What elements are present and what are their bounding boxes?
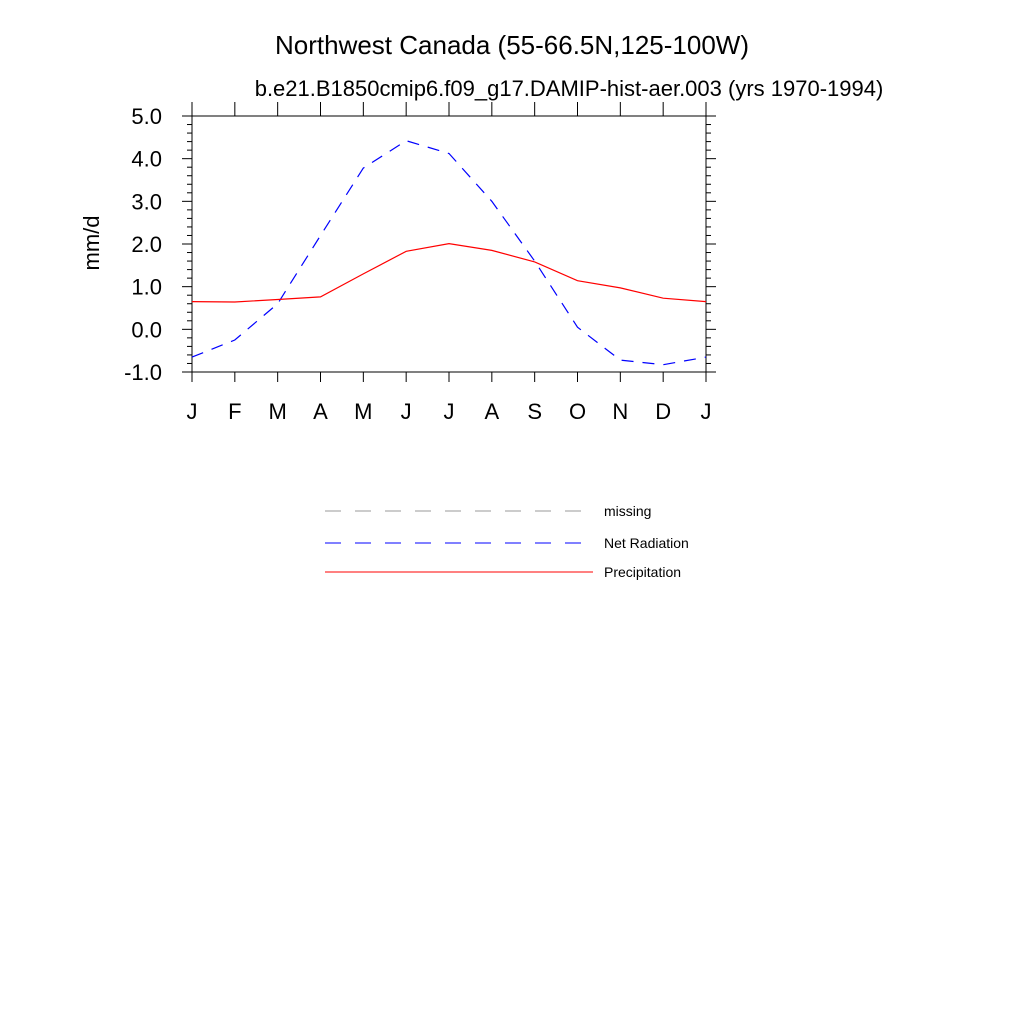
x-tick-label: J [701, 399, 712, 424]
legend-label: missing [604, 503, 651, 519]
axis-ticks [182, 102, 716, 382]
x-tick-label: J [401, 399, 412, 424]
y-tick-label: 4.0 [131, 147, 162, 172]
y-axis-label: mm/d [79, 216, 104, 271]
x-tick-label: O [569, 399, 586, 424]
y-tick-label: 1.0 [131, 275, 162, 300]
x-tick-label: J [187, 399, 198, 424]
x-tick-label: M [354, 399, 372, 424]
x-tick-label: A [484, 399, 499, 424]
legend-label: Precipitation [604, 564, 681, 580]
legend-label: Net Radiation [604, 535, 689, 551]
x-tick-label: D [655, 399, 671, 424]
x-tick-label: M [269, 399, 287, 424]
x-tick-label: S [527, 399, 542, 424]
y-tick-label: -1.0 [124, 360, 162, 385]
x-tick-label: F [228, 399, 241, 424]
y-tick-labels: -1.0 0.0 1.0 2.0 3.0 4.0 5.0 [124, 104, 162, 385]
x-tick-label: A [313, 399, 328, 424]
y-tick-label: 5.0 [131, 104, 162, 129]
y-tick-label: 2.0 [131, 232, 162, 257]
chart-title: Northwest Canada (55-66.5N,125-100W) [275, 30, 749, 60]
chart-subtitle: b.e21.B1850cmip6.f09_g17.DAMIP-hist-aer.… [255, 76, 884, 101]
y-tick-label: 0.0 [131, 317, 162, 342]
y-tick-label: 3.0 [131, 189, 162, 214]
legend: missing Net Radiation Precipitation [325, 503, 689, 580]
x-tick-label: J [444, 399, 455, 424]
series-line-precipitation [191, 242, 707, 303]
series-line-net-radiation [191, 140, 707, 366]
series-lines [191, 140, 707, 366]
x-tick-label: N [612, 399, 628, 424]
